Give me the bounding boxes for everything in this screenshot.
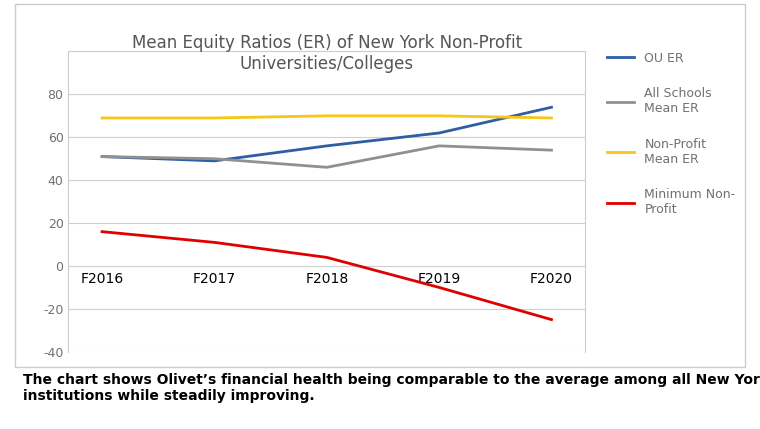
Legend: OU ER, All Schools
Mean ER, Non-Profit
Mean ER, Minimum Non-
Profit: OU ER, All Schools Mean ER, Non-Profit M… [607, 52, 736, 216]
Text: Mean Equity Ratios (ER) of New York Non-Profit
Universities/Colleges: Mean Equity Ratios (ER) of New York Non-… [131, 34, 522, 73]
Text: The chart shows Olivet’s financial health being comparable to the average among : The chart shows Olivet’s financial healt… [23, 373, 760, 403]
